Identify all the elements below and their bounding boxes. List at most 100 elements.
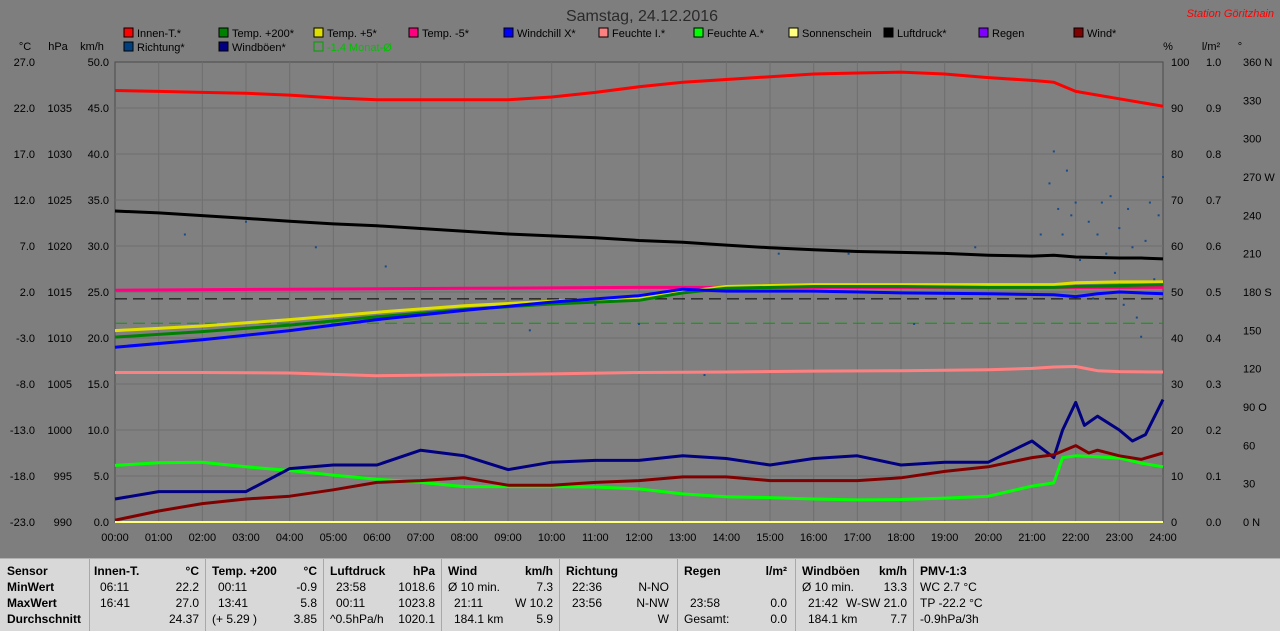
col-richtung: Richtung 22:36 N-NO 23:56 N-NW W <box>560 559 678 631</box>
wind-r1-label: Ø 10 min. <box>448 580 501 594</box>
richtung-r3-val: W <box>657 612 669 626</box>
boeen-head: Windböen <box>802 564 860 578</box>
rain_lm2-unit-label: l/m² <box>1202 41 1221 53</box>
direction-point <box>913 322 916 325</box>
temp200-avg: 3.85 <box>293 612 317 626</box>
direction-point <box>245 220 247 223</box>
x-tick-label: 11:00 <box>582 532 609 544</box>
humidity_pct-tick-label: 10 <box>1171 471 1183 483</box>
druck-unit: hPa <box>412 564 435 578</box>
temp_c-tick-label: -13.0 <box>10 425 35 437</box>
innen-unit: °C <box>185 564 199 578</box>
legend-label: Temp. +200* <box>232 28 295 40</box>
druck-max-time: 00:11 <box>336 596 366 610</box>
pressure_hpa-tick-label: 990 <box>54 517 72 529</box>
boeen-r1-val: 13.3 <box>883 580 907 594</box>
x-tick-label: 04:00 <box>276 532 304 544</box>
x-tick-label: 17:00 <box>844 532 872 544</box>
direction_deg-tick-label: 360 N <box>1243 57 1272 69</box>
legend-label: Wind* <box>1087 28 1117 40</box>
wind-r3-val: 5.9 <box>536 612 553 626</box>
temp_c-tick-label: 22.0 <box>14 103 35 115</box>
series-line-1 <box>114 209 1164 261</box>
row-labels: Sensor MinWert MaxWert Durchschnitt <box>0 559 90 631</box>
direction-point <box>1074 201 1077 204</box>
label-minwert: MinWert <box>7 580 55 594</box>
label-durchschnitt: Durchschnitt <box>7 612 82 626</box>
speed_kmh-tick-label: 20.0 <box>88 333 109 345</box>
wind-r2-val: W 10.2 <box>514 596 553 610</box>
legend-swatch <box>788 27 799 38</box>
speed_kmh-tick-label: 25.0 <box>88 287 109 299</box>
direction_deg-tick-label: 30 <box>1243 479 1255 491</box>
boeen-unit: km/h <box>878 564 907 578</box>
legend-swatch <box>218 27 229 38</box>
temp_c-tick-label: -23.0 <box>10 517 35 529</box>
direction-point <box>1092 297 1095 300</box>
legend-label: Windchill X* <box>517 28 576 40</box>
direction-point <box>1061 233 1064 236</box>
x-tick-label: 14:00 <box>713 532 741 544</box>
direction-point <box>1113 271 1116 274</box>
legend-swatch <box>883 27 894 38</box>
temp200-min-val: -0.9 <box>296 580 317 594</box>
direction-point <box>1079 259 1082 262</box>
direction-point <box>1039 233 1042 236</box>
regen-r2-val: 0.0 <box>770 596 787 610</box>
temp_c-unit-label: °C <box>19 41 31 53</box>
humidity_pct-tick-label: 60 <box>1171 241 1183 253</box>
direction_deg-tick-label: 150 <box>1243 325 1261 337</box>
legend-swatch <box>1073 27 1084 38</box>
boeen-r2-val: W-SW 21.0 <box>845 596 907 610</box>
temp_c-tick-label: 7.0 <box>20 241 35 253</box>
rain_lm2-tick-label: 0.4 <box>1206 333 1221 345</box>
rain_lm2-tick-label: 0.1 <box>1206 471 1221 483</box>
direction-point <box>1109 195 1112 198</box>
direction-point <box>1065 169 1068 172</box>
humidity_pct-tick-label: 30 <box>1171 379 1183 391</box>
humidity_pct-tick-label: 70 <box>1171 195 1183 207</box>
pressure_hpa-tick-label: 995 <box>54 471 72 483</box>
legend-swatch <box>313 41 324 52</box>
pressure_hpa-tick-label: 1005 <box>48 379 72 391</box>
richtung-r2-time: 23:56 <box>572 596 603 610</box>
chart-title: Samstag, 24.12.2016 <box>566 8 718 25</box>
axis-ticks: 00:00 01:00 02:00 03:00 04:00 05:00 06:00 07:00… <box>10 41 1275 544</box>
direction_deg-tick-label: 0 N <box>1243 517 1260 529</box>
pmv-r2: TP -22.2 °C <box>920 596 983 610</box>
speed_kmh-tick-label: 45.0 <box>88 103 109 115</box>
x-tick-label: 16:00 <box>800 532 828 544</box>
rain_lm2-tick-label: 0.7 <box>1206 195 1221 207</box>
x-tick-label: 19:00 <box>931 532 959 544</box>
boeen-r1-label: Ø 10 min. <box>802 580 855 594</box>
legend-swatch <box>693 27 704 38</box>
direction-point <box>384 265 387 268</box>
temp200-max-val: 5.8 <box>300 596 317 610</box>
series-line-8 <box>114 398 1165 501</box>
humidity_pct-tick-label: 80 <box>1171 149 1183 161</box>
direction-point <box>1122 303 1125 306</box>
label-sensor: Sensor <box>7 564 48 578</box>
x-tick-label: 21:00 <box>1018 532 1046 544</box>
innen-min-val: 22.2 <box>175 580 199 594</box>
pressure_hpa-tick-label: 1010 <box>48 333 72 345</box>
speed_kmh-tick-label: 5.0 <box>94 471 109 483</box>
humidity_pct-tick-label: 50 <box>1171 287 1183 299</box>
legend-label: -1.4 Monat-Ø <box>327 42 392 54</box>
rain_lm2-tick-label: 0.0 <box>1206 517 1221 529</box>
x-tick-label: 07:00 <box>407 532 435 544</box>
regen-r3-val: 0.0 <box>770 612 787 626</box>
x-tick-label: 24:00 <box>1149 532 1177 544</box>
series-line-0 <box>114 70 1164 108</box>
x-tick-label: 23:00 <box>1106 532 1134 544</box>
col-luftdruck: Luftdruck hPa 23:58 1018.6 00:11 1023.8 … <box>324 559 442 631</box>
direction-point <box>777 252 780 255</box>
x-tick-label: 01:00 <box>145 532 173 544</box>
col-wind: Wind km/h Ø 10 min. 7.3 21:11 W 10.2 184… <box>442 559 560 631</box>
humidity_pct-tick-label: 40 <box>1171 333 1183 345</box>
speed_kmh-unit-label: km/h <box>80 41 104 53</box>
wind-r2-time: 21:11 <box>454 596 484 610</box>
direction_deg-tick-label: 300 <box>1243 134 1261 146</box>
direction_deg-tick-label: 60 <box>1243 440 1255 452</box>
temp_c-tick-label: 17.0 <box>14 149 35 161</box>
